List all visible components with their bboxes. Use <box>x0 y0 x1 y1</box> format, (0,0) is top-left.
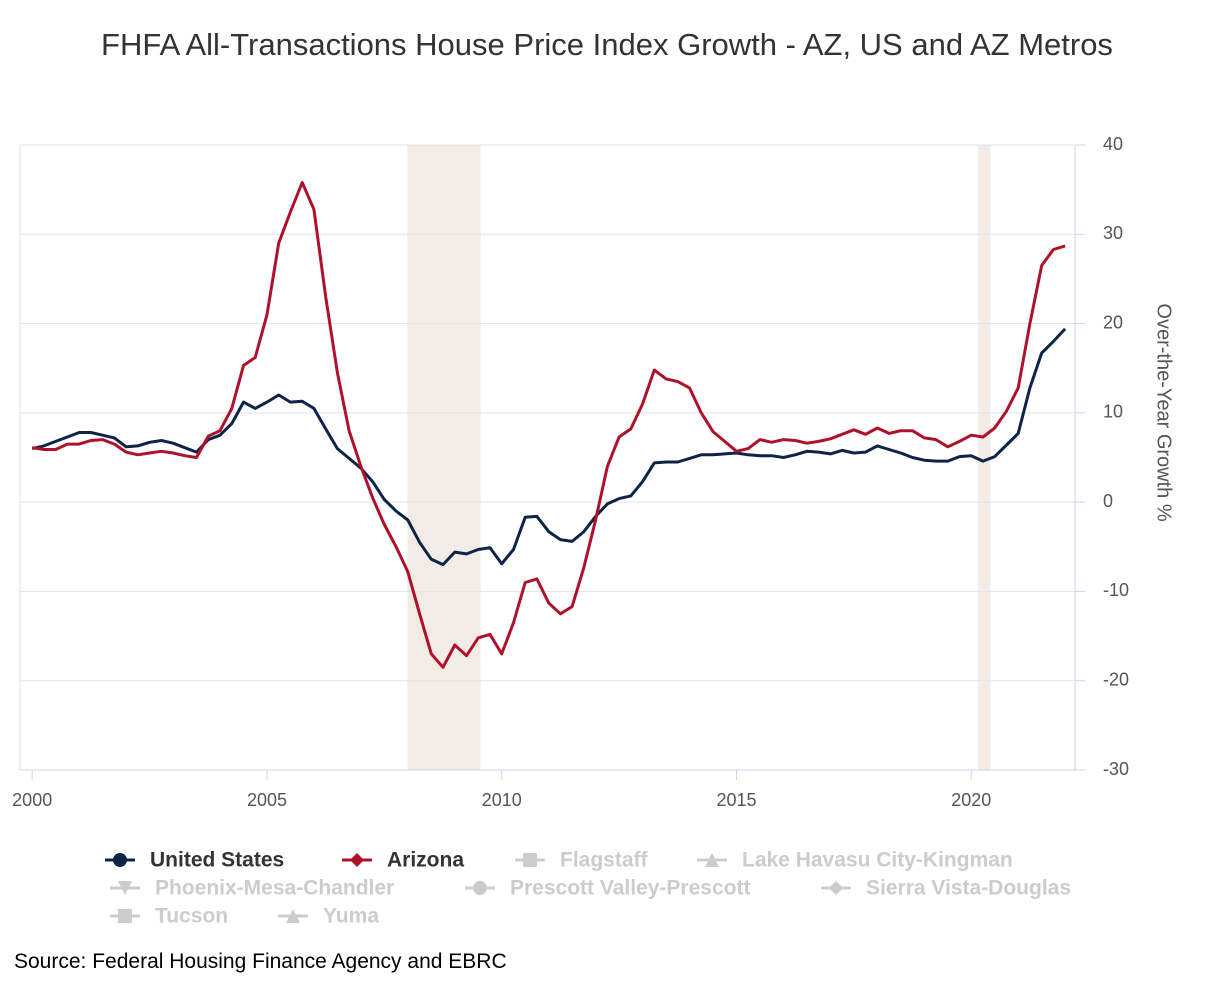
legend-item[interactable]: United States <box>105 849 284 872</box>
legend-item[interactable]: Prescott Valley-Prescott <box>465 877 750 900</box>
x-tick-label: 2000 <box>12 790 52 810</box>
legend-item[interactable]: Arizona <box>342 849 464 872</box>
legend-item[interactable]: Phoenix-Mesa-Chandler <box>110 877 394 900</box>
legend-item[interactable]: Tucson <box>110 905 228 928</box>
legend-label: Phoenix-Mesa-Chandler <box>155 877 394 900</box>
legend-item[interactable]: Yuma <box>278 905 379 928</box>
y-tick-label: -30 <box>1103 759 1129 779</box>
legend-label: Tucson <box>155 905 228 928</box>
legend-marker <box>350 853 364 867</box>
y-tick-label: 40 <box>1103 134 1123 154</box>
legend-label: Yuma <box>323 905 379 928</box>
y-tick-label: 20 <box>1103 312 1123 332</box>
legend-marker <box>523 853 537 867</box>
legend-label: Flagstaff <box>560 849 649 872</box>
x-tick-label: 2005 <box>247 790 287 810</box>
legend-item[interactable]: Lake Havasu City-Kingman <box>697 849 1013 872</box>
data-line <box>31 327 1067 567</box>
y-tick-label: -20 <box>1103 669 1129 689</box>
legend-label: United States <box>150 849 284 872</box>
legend-marker <box>705 853 719 867</box>
legend-marker <box>286 909 300 923</box>
y-tick-label: 10 <box>1103 402 1123 422</box>
source-note: Source: Federal Housing Finance Agency a… <box>14 950 507 973</box>
y-tick-label: 30 <box>1103 223 1123 243</box>
legend-marker <box>113 853 127 867</box>
x-tick-label: 2010 <box>482 790 522 810</box>
legend-marker <box>473 881 487 895</box>
legend-item[interactable]: Flagstaff <box>515 849 649 872</box>
y-tick-label: -10 <box>1103 580 1129 600</box>
chart-title: FHFA All-Transactions House Price Index … <box>101 27 1113 62</box>
data-line <box>31 181 1066 669</box>
legend-label: Prescott Valley-Prescott <box>510 877 750 900</box>
recession-band <box>407 145 481 770</box>
legend-item[interactable]: Sierra Vista-Douglas <box>821 877 1071 900</box>
legend-label: Sierra Vista-Douglas <box>866 877 1071 900</box>
y-axis-title: Over-the-Year Growth % <box>1153 303 1175 521</box>
recession-band <box>978 145 991 770</box>
legend-marker <box>118 881 132 895</box>
x-tick-label: 2020 <box>951 790 991 810</box>
legend-label: Lake Havasu City-Kingman <box>742 849 1013 872</box>
legend-marker <box>829 881 843 895</box>
x-tick-label: 2015 <box>716 790 756 810</box>
legend-label: Arizona <box>387 849 464 872</box>
y-tick-label: 0 <box>1103 491 1113 511</box>
legend-marker <box>118 909 132 923</box>
